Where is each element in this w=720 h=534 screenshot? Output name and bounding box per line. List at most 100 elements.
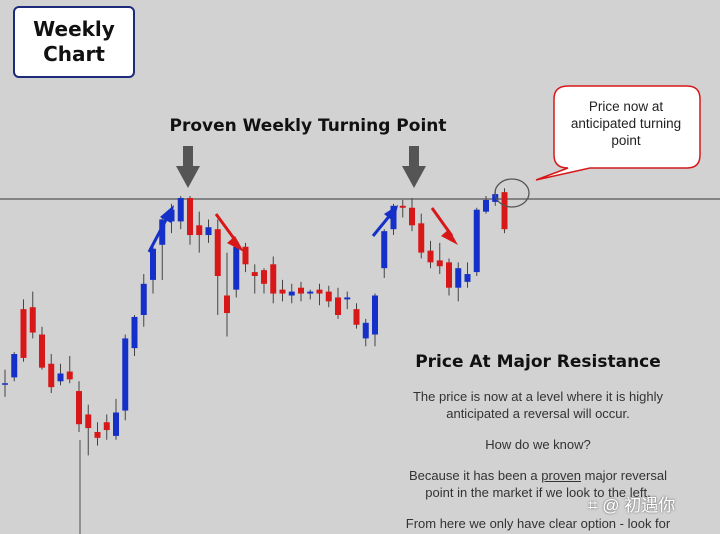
candle-body-bearish: [242, 246, 249, 265]
up-trend-arrow-1: [147, 205, 174, 253]
candle: [353, 303, 360, 329]
candle-body-bullish: [288, 291, 295, 296]
candle: [427, 240, 434, 269]
candle: [39, 326, 45, 370]
paragraph-4: From here we only have clear option - lo…: [405, 516, 671, 531]
candle: [251, 264, 258, 294]
candle: [464, 262, 471, 288]
candle: [455, 262, 462, 302]
candle-body-bullish: [150, 248, 156, 280]
timeframe-line-2: Chart: [43, 42, 105, 66]
candle: [372, 293, 378, 347]
candle-body-bearish: [224, 295, 230, 314]
candle-body-bullish: [307, 291, 314, 294]
candle: [473, 207, 480, 276]
candle: [187, 196, 193, 245]
turning-point-heading: Proven Weekly Turning Point: [169, 116, 447, 136]
candle: [29, 291, 36, 339]
candle: [436, 242, 443, 275]
candle: [103, 414, 110, 440]
candle: [177, 196, 184, 230]
candle: [344, 291, 351, 310]
candle: [446, 258, 452, 296]
candle: [288, 283, 295, 304]
paragraph-3-line-2: point in the market if we look to the le…: [425, 485, 651, 500]
candle: [316, 283, 323, 306]
candle: [501, 188, 508, 234]
candle: [233, 244, 240, 298]
candle-body-bullish: [344, 297, 351, 300]
candle-body-bullish: [473, 209, 480, 273]
candle: [57, 363, 64, 386]
candle-body-bearish: [251, 272, 258, 276]
candle: [335, 287, 341, 319]
candle-body-bearish: [196, 225, 203, 236]
candle-body-bearish: [409, 207, 415, 226]
candle-body-bullish: [113, 412, 119, 436]
candle: [242, 242, 249, 273]
timeframe-line-1: Weekly: [33, 17, 115, 41]
candle-body-bullish: [483, 199, 489, 212]
down-trend-arrow-1: [214, 213, 244, 252]
candle-body-bearish: [214, 229, 221, 276]
proven-underlined: proven: [541, 468, 582, 483]
candle-body-bullish: [2, 383, 8, 385]
candle-body-bullish: [464, 274, 471, 282]
candle-body-bullish: [159, 219, 166, 245]
candle: [381, 229, 388, 278]
paragraph-3-part-1: Because it has been a: [409, 468, 542, 483]
candle-body-bearish: [427, 250, 434, 263]
turning-point-arrow-left: [176, 146, 200, 188]
candle: [113, 398, 119, 440]
paragraph-3-line-1: Because it has been a proven major rever…: [358, 467, 718, 484]
candle-body-bearish: [270, 264, 277, 294]
candle-body-bullish: [205, 227, 212, 236]
candle-body-bearish: [446, 262, 452, 288]
candle-body-bearish: [29, 307, 36, 333]
candle-body-bearish: [335, 297, 341, 315]
candle-body-bullish: [233, 246, 240, 290]
candle: [94, 422, 101, 446]
candle: [76, 381, 82, 432]
candle-body-bearish: [76, 391, 82, 425]
candle-body-bearish: [94, 432, 101, 438]
resistance-subheading: Price At Major Resistance: [415, 352, 661, 372]
candle: [279, 279, 286, 302]
candle: [214, 219, 221, 315]
up-trend-arrow-2: [371, 205, 398, 237]
paragraph-1: The price is now at a level where it is …: [358, 388, 718, 422]
candle-body-bullish: [381, 231, 388, 269]
candle: [85, 404, 92, 456]
turning-point-arrow-right: [402, 146, 426, 188]
candle-body-bearish: [399, 205, 406, 208]
candle-body-bullish: [455, 268, 462, 288]
candle: [66, 355, 73, 384]
candle-body-bullish: [11, 354, 18, 378]
highlight-circle: [494, 178, 530, 208]
candle: [11, 352, 18, 382]
candle-body-bearish: [353, 309, 360, 325]
candle-body-bearish: [103, 422, 110, 431]
watermark: ⌗ @ 初遇你: [588, 496, 676, 515]
candles: [2, 188, 508, 456]
candle: [20, 299, 27, 362]
candle: [483, 196, 489, 214]
candle-body-bullish: [362, 322, 369, 339]
candle: [224, 252, 230, 337]
candle-body-bearish: [325, 291, 332, 302]
candle: [48, 354, 55, 393]
down-trend-arrow-2: [430, 207, 458, 245]
candle: [131, 315, 138, 356]
paragraph-1-line-1: The price is now at a level where it is …: [412, 389, 663, 404]
candle-body-bearish: [187, 198, 193, 236]
candle: [399, 199, 406, 218]
candle: [196, 211, 203, 253]
candle-body-bearish: [418, 223, 425, 253]
candle-body-bullish: [492, 194, 499, 202]
candle-body-bearish: [298, 287, 304, 294]
candle-body-bearish: [261, 270, 267, 284]
candle-body-bearish: [279, 289, 286, 294]
callout-line-1: Price now at: [588, 99, 664, 114]
candle-body-bullish: [177, 198, 184, 222]
